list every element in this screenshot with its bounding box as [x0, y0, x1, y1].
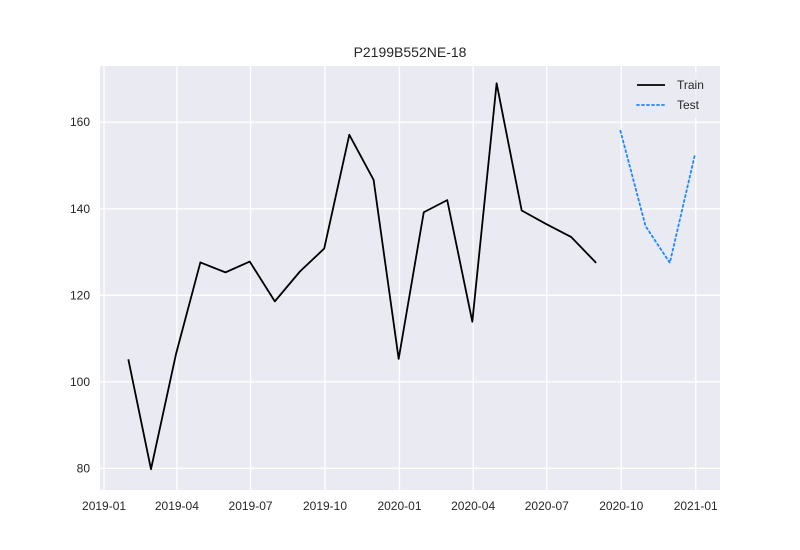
y-tick-labels: 80 100 120 140 160: [70, 115, 90, 475]
y-tick-label: 120: [70, 288, 90, 302]
y-tick-label: 100: [70, 375, 90, 389]
plot-background: [100, 66, 720, 490]
x-tick-label: 2019-07: [229, 499, 273, 513]
series-line-test: [619, 129, 696, 264]
x-tick-label: 2020-01: [377, 499, 421, 513]
y-gridlines: [100, 121, 720, 470]
y-tick-label: 80: [77, 461, 91, 475]
x-tick-label: 2019-01: [82, 499, 126, 513]
series-layer: [127, 82, 696, 471]
x-gridlines: [103, 66, 697, 490]
x-tick-label: 2020-07: [525, 499, 569, 513]
x-tick-label: 2020-04: [451, 499, 495, 513]
legend: Train Test: [628, 72, 712, 118]
chart-title: P2199B552NE-18: [354, 44, 467, 60]
legend-label-train: Train: [677, 78, 704, 92]
y-tick-label: 140: [70, 202, 90, 216]
series-line-train: [127, 82, 597, 471]
x-tick-label: 2021-01: [674, 499, 718, 513]
legend-label-test: Test: [677, 98, 700, 112]
x-tick-label: 2019-04: [155, 499, 199, 513]
x-tick-label: 2020-10: [599, 499, 643, 513]
x-tick-labels: 2019-01 2019-04 2019-07 2019-10 2020-01 2020-…: [82, 499, 718, 513]
legend-frame: [628, 72, 712, 118]
x-tick-label: 2019-10: [303, 499, 347, 513]
y-tick-label: 160: [70, 115, 90, 129]
